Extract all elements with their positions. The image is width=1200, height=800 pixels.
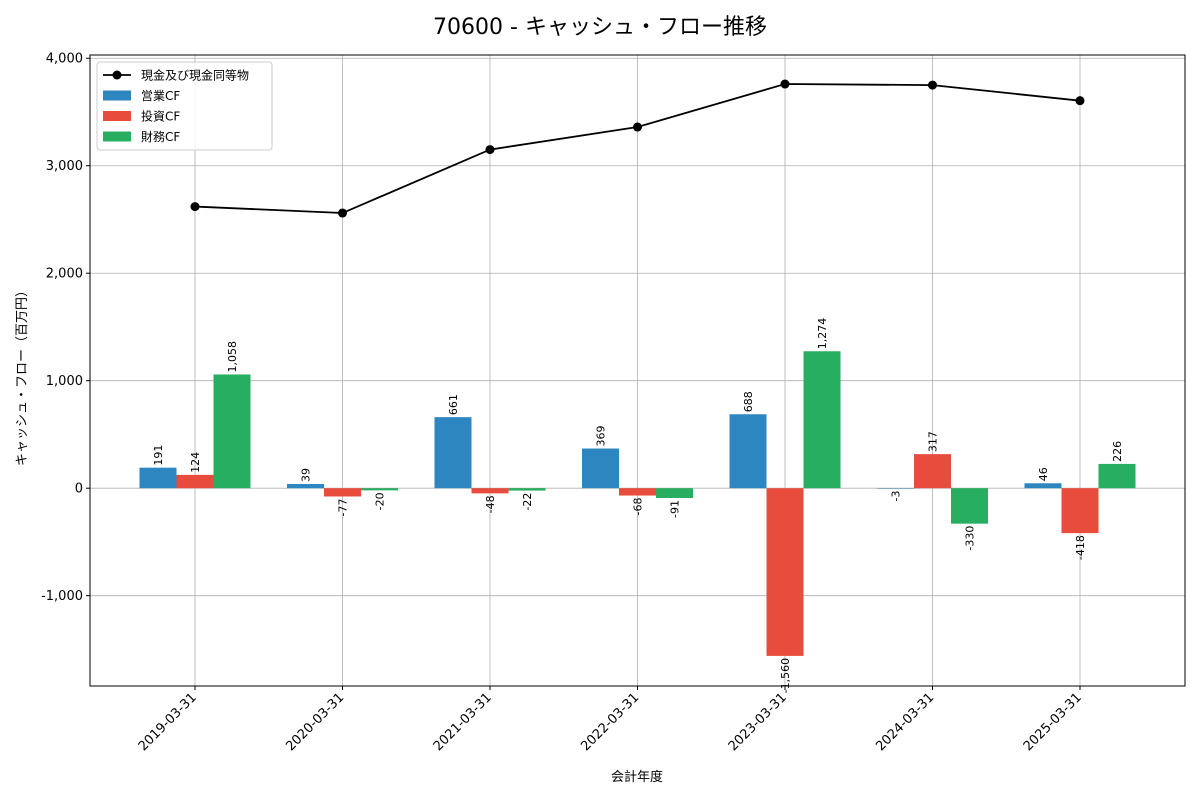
- cash-line: [190, 79, 1085, 218]
- bar: [471, 488, 509, 494]
- bar-value-label: 1,058: [226, 341, 239, 373]
- cash-line-marker: [190, 202, 200, 212]
- chart-title: 70600 - キャッシュ・フロー推移: [433, 15, 767, 40]
- y-tick-label: 4,000: [46, 52, 83, 67]
- bar-value-label: 317: [927, 431, 940, 452]
- bar: [213, 374, 251, 489]
- bar-value-label: -68: [632, 498, 645, 516]
- bar-value-label: 226: [1111, 441, 1124, 462]
- legend-bar-swatch: [103, 131, 131, 142]
- y-tick-label: 0: [75, 482, 83, 497]
- bar-value-label: -20: [374, 492, 387, 510]
- bar-value-label: -48: [484, 495, 497, 513]
- bar: [1098, 463, 1136, 489]
- bar-value-label: 661: [447, 394, 460, 415]
- data-labels: 191 39 661 369 688 -3 46 124 -77 -48 -68 -1,560 317 -…: [152, 318, 1124, 694]
- x-tick-label: 2024-03-31: [873, 690, 937, 754]
- bar: [803, 351, 841, 489]
- x-tick-label: 2022-03-31: [578, 690, 642, 754]
- legend-marker-swatch: [112, 70, 122, 80]
- cash-line-marker: [338, 208, 347, 218]
- bar-value-label: 688: [742, 391, 755, 412]
- bar: [361, 488, 398, 491]
- bar-value-label: 369: [595, 426, 608, 447]
- bar: [619, 488, 656, 496]
- bar-value-label: -22: [521, 493, 534, 511]
- bar: [508, 488, 546, 491]
- bar-value-label: 191: [152, 445, 165, 466]
- bar: [951, 488, 988, 524]
- legend-label: 投資CF: [141, 109, 180, 124]
- legend-label: 営業CF: [141, 89, 180, 103]
- y-tick-label: -1,000: [41, 589, 83, 604]
- legend-label: 財務CF: [141, 129, 180, 144]
- x-tick-label: 2019-03-31: [136, 690, 200, 754]
- cash-line-marker: [485, 145, 495, 155]
- bar-value-label: -330: [964, 526, 977, 551]
- y-axis-label: キャッシュ・フロー（百万円）: [15, 284, 30, 466]
- bar: [656, 488, 693, 498]
- bar-value-label: 39: [300, 468, 313, 482]
- bar-value-label: -91: [669, 500, 682, 518]
- cash-line-marker: [780, 79, 790, 89]
- grid-lines: [90, 55, 1185, 686]
- bar: [139, 467, 177, 489]
- y-axis: -1,000 0 1,000 2,000 3,000 4,000: [41, 52, 90, 604]
- legend-label: 現金及び現金同等物: [141, 68, 249, 83]
- x-axis: 2019-03-31 2020-03-31 2021-03-31 2022-03-31…: [136, 686, 1085, 754]
- bar: [176, 474, 214, 489]
- bar: [766, 488, 804, 656]
- x-tick-label: 2020-03-31: [283, 690, 347, 754]
- y-tick-label: 2,000: [46, 267, 83, 282]
- cash-line-marker: [1075, 96, 1085, 106]
- legend-bar-swatch: [103, 90, 131, 101]
- bar: [729, 414, 767, 489]
- cash-line-marker: [928, 80, 937, 90]
- x-tick-label: 2021-03-31: [431, 690, 495, 754]
- bar: [1024, 483, 1062, 489]
- bar: [877, 488, 914, 489]
- bar-value-label: -77: [337, 498, 350, 516]
- legend-box: [96, 61, 273, 151]
- bar: [324, 488, 361, 497]
- x-tick-label: 2023-03-31: [726, 690, 790, 754]
- bar: [582, 448, 619, 489]
- bar-value-label: 1,274: [816, 318, 829, 350]
- y-tick-label: 1,000: [46, 374, 83, 389]
- legend-bar-swatch: [103, 111, 131, 121]
- bar-value-label: 46: [1037, 467, 1050, 481]
- y-tick-label: 3,000: [46, 159, 83, 174]
- cash-line-marker: [633, 122, 642, 132]
- bars: [139, 351, 1136, 656]
- bar-value-label: -418: [1074, 535, 1087, 560]
- bar-value-label: -1,560: [779, 658, 792, 693]
- x-axis-label: 会計年度: [611, 769, 663, 785]
- bar-value-label: 124: [189, 452, 202, 473]
- bar: [914, 454, 951, 489]
- x-tick-label: 2025-03-31: [1021, 690, 1085, 754]
- bar-value-label: -3: [890, 491, 903, 502]
- bar: [1061, 488, 1099, 534]
- bar: [287, 484, 324, 489]
- bar: [434, 417, 472, 489]
